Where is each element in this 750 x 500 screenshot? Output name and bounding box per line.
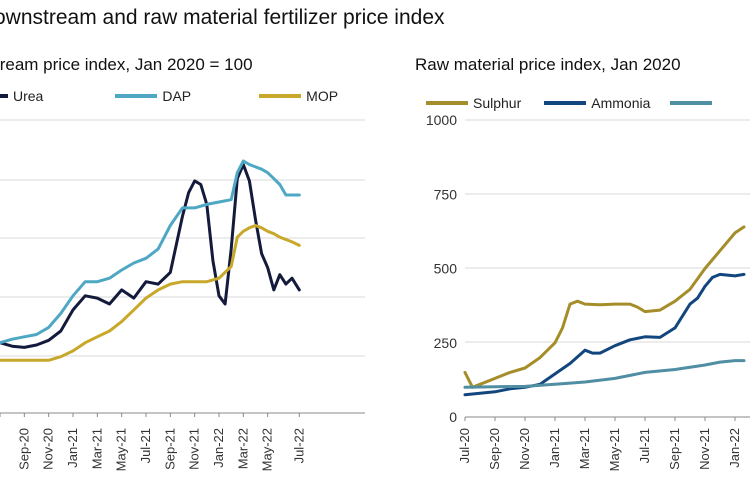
y-tick-label: 250 (434, 335, 458, 351)
x-tick-label: Jul-20 (457, 428, 472, 463)
x-tick-label: Jan-21 (547, 428, 562, 468)
x-tick-label: Mar-21 (89, 428, 104, 469)
page-title: ownstream and raw material fertilizer pr… (0, 6, 445, 29)
legend-label-ammonia: Ammonia (591, 95, 651, 111)
legend-swatch-dap (115, 94, 158, 98)
left-chart-title: tream price index, Jan 2020 = 100 (0, 55, 253, 74)
legend-label-mop: MOP (306, 88, 339, 104)
right-chart-title: Raw material price index, Jan 2020 (415, 55, 681, 74)
series-line-sulphur (463, 225, 746, 389)
series-line-unlabeled (463, 359, 746, 389)
x-tick-label: Jan-21 (65, 428, 80, 468)
x-tick-label: Nov-21 (187, 428, 202, 470)
x-tick-label: Sep-20 (487, 428, 502, 470)
x-tick-label: Nov-20 (517, 428, 532, 470)
x-tick-label: Sep-21 (162, 428, 177, 470)
x-tick-label: May-21 (114, 428, 129, 471)
x-tick-label: Jan-22 (211, 428, 226, 468)
legend-label-sulphur: Sulphur (473, 95, 522, 111)
legend-swatch-urea (0, 94, 8, 98)
x-tick-label: May-22 (260, 428, 275, 471)
series-line-ammonia (463, 272, 746, 397)
x-tick-label: Jul-21 (138, 428, 153, 463)
x-tick-label: Jan-22 (727, 428, 742, 468)
legend-swatch-ammonia (544, 101, 587, 105)
y-tick-label: 0 (449, 409, 457, 425)
legend-swatch-mop (259, 94, 302, 98)
y-tick-label: 1000 (426, 112, 457, 128)
x-tick-label: Jul-22 (291, 428, 306, 463)
y-tick-label: 750 (434, 186, 458, 202)
x-tick-label: Sep-20 (16, 428, 31, 470)
x-tick-label: Jul-21 (637, 428, 652, 463)
legend-swatch-sulphur (426, 101, 468, 105)
legend-swatch-third (670, 101, 713, 105)
y-tick-label: 500 (434, 261, 458, 277)
right-legend: Sulphur Ammonia (426, 95, 717, 111)
series-line-dap (0, 159, 301, 345)
x-tick-label: Sep-21 (667, 428, 682, 470)
series-line-urea (0, 163, 301, 349)
x-tick-label: Nov-21 (697, 428, 712, 470)
series-line-mop (0, 224, 301, 362)
left-legend: Urea DAP MOP (0, 88, 338, 104)
legend-label-urea: Urea (13, 88, 44, 104)
x-tick-label: Mar-21 (577, 428, 592, 469)
x-tick-label: Mar-22 (235, 428, 250, 469)
x-tick-label: Nov-20 (41, 428, 56, 470)
x-tick-label: May-21 (607, 428, 622, 471)
legend-label-dap: DAP (162, 88, 192, 104)
